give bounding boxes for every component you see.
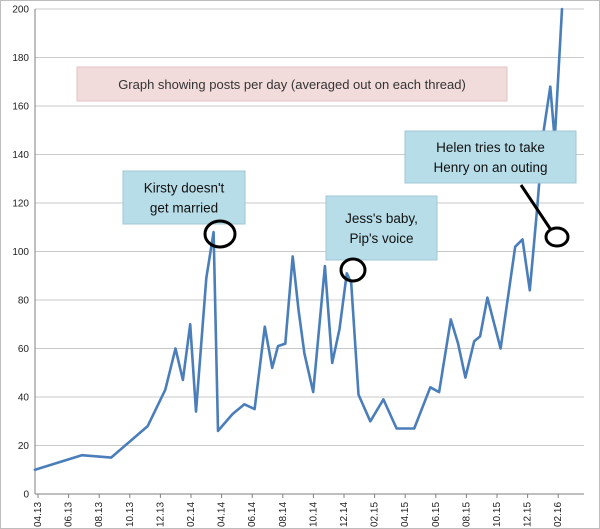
annotation-pointer [519, 184, 553, 231]
x-tick-label: 06.15 [431, 502, 442, 527]
x-tick-label: 04.15 [400, 502, 411, 527]
y-tick-label: 100 [12, 247, 29, 258]
x-tick-label: 08.14 [278, 502, 289, 527]
x-tick-label: 10.13 [125, 502, 136, 527]
y-tick-label: 180 [12, 53, 29, 64]
y-tick-label: 40 [18, 393, 30, 404]
y-tick-label: 140 [12, 150, 29, 161]
y-tick-label: 80 [18, 296, 30, 307]
series-line [33, 7, 564, 472]
x-tick-label: 10.15 [492, 502, 503, 527]
x-tick-label: 08.15 [461, 502, 472, 527]
y-tick-label: 120 [12, 199, 29, 210]
annotation-box [404, 130, 577, 184]
x-tick-label: 06.14 [247, 502, 258, 527]
annotation-text: Henry on an outing [433, 160, 547, 175]
annotation-text: Pip's voice [349, 231, 413, 246]
annotation-marker-circle [339, 257, 367, 283]
x-tick-label: 02.15 [370, 502, 381, 527]
annotation-text: Jess's baby, [345, 211, 418, 226]
annotation-box [325, 195, 438, 261]
annotation-marker-circle [203, 219, 237, 249]
x-tick-label: 02.14 [186, 502, 197, 527]
chart-title: Graph showing posts per day (averaged ou… [118, 77, 466, 92]
x-tick-label: 12.15 [523, 502, 534, 527]
annotation-marker-circle [544, 226, 570, 248]
x-tick-label: 04.14 [217, 502, 228, 527]
annotation-text: get married [150, 201, 218, 216]
annotation-box [122, 170, 246, 225]
x-tick-label: 10.14 [308, 502, 319, 527]
y-tick-label: 0 [23, 490, 29, 501]
x-tick-label: 06.13 [64, 502, 75, 527]
y-tick-label: 20 [18, 441, 30, 452]
y-tick-label: 60 [18, 344, 30, 355]
x-tick-label: 02.16 [553, 502, 564, 527]
annotation-text: Helen tries to take [436, 140, 545, 155]
x-tick-label: 04.13 [33, 502, 44, 527]
x-tick-label: 12.14 [339, 502, 350, 527]
x-tick-label: 12.13 [155, 502, 166, 527]
y-tick-label: 200 [12, 5, 29, 16]
chart-title-box [76, 66, 508, 102]
annotation-text: Kirsty doesn't [144, 181, 225, 196]
y-tick-label: 160 [12, 102, 29, 113]
x-tick-label: 08.13 [94, 502, 105, 527]
